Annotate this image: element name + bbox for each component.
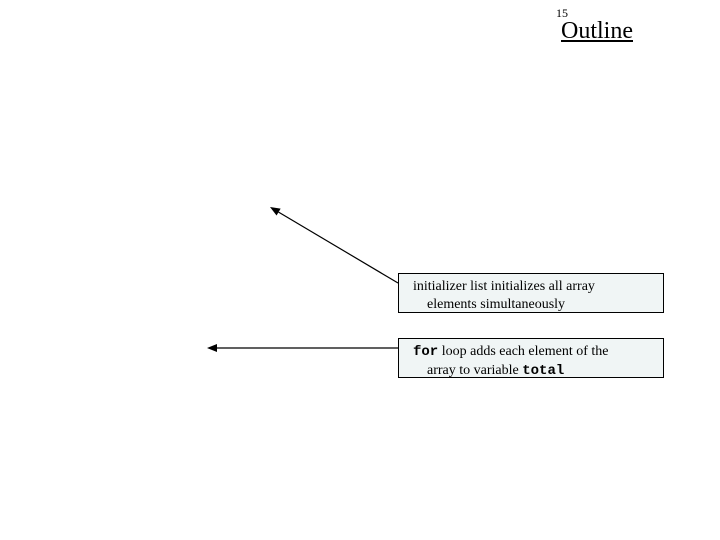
callout-text-mid: loop adds each element of the	[438, 344, 608, 359]
outline-heading: Outline	[561, 18, 633, 45]
callout-text-line2: array to variable total	[413, 362, 655, 381]
code-identifier-total: total	[522, 363, 564, 379]
code-keyword-for: for	[413, 344, 438, 360]
callout-initializer-list: initializer list initializes all array e…	[398, 273, 664, 313]
callout-for-loop: for loop adds each element of the array …	[398, 338, 664, 378]
arrow-head-icon	[207, 344, 217, 352]
callout-text-line2: elements simultaneously	[413, 296, 655, 314]
callout-text-indent-prefix: array to variable	[427, 363, 522, 378]
arrows-layer	[0, 0, 720, 540]
arrow-line	[279, 212, 398, 283]
arrow-head-icon	[270, 207, 281, 216]
callout-text-line1: initializer list initializes all array	[413, 279, 595, 294]
